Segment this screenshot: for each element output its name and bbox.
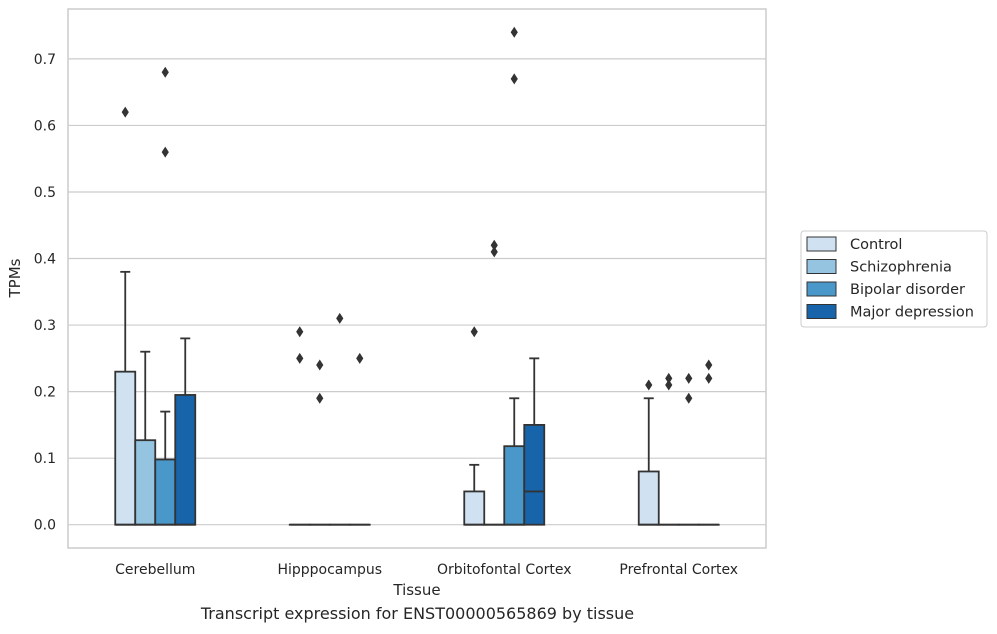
- box-body: [503, 445, 526, 526]
- grid-lines: [68, 58, 766, 526]
- figure-caption: Transcript expression for ENST0000056586…: [200, 604, 635, 623]
- legend: Control Schizophrenia Bipolar disorder Majo…: [800, 230, 988, 328]
- y-tick-label: 0.6: [34, 118, 56, 134]
- box: [697, 359, 720, 526]
- outlier-point: [296, 352, 304, 364]
- box: [328, 312, 351, 526]
- box: [308, 359, 331, 526]
- outlier-point: [645, 379, 653, 391]
- legend-swatch: [806, 304, 837, 319]
- outlier-point: [356, 352, 364, 364]
- outlier-point: [685, 392, 693, 404]
- x-tick-label: Prefrontal Cortex: [619, 562, 738, 578]
- y-tick-label: 0.4: [34, 252, 56, 268]
- outlier-point: [470, 326, 478, 338]
- box-body: [154, 458, 177, 526]
- outlier-point: [161, 146, 169, 158]
- y-tick-label: 0.5: [34, 185, 56, 201]
- x-tick-label: Orbitofontal Cortex: [437, 562, 572, 578]
- y-tick-label: 0.0: [34, 518, 56, 534]
- box-body: [134, 439, 157, 526]
- outlier-point: [510, 73, 518, 85]
- box: [134, 350, 157, 526]
- box-body: [463, 490, 486, 526]
- outlier-point: [296, 326, 304, 338]
- box-body: [174, 394, 197, 526]
- outlier-point: [665, 379, 673, 391]
- box: [637, 379, 660, 526]
- y-tick-label: 0.1: [34, 451, 56, 467]
- box: [523, 357, 546, 526]
- y-tick-label: 0.3: [34, 318, 56, 334]
- plot-frame: [67, 8, 767, 549]
- box: [114, 106, 137, 526]
- box: [503, 26, 526, 526]
- box: [288, 326, 311, 526]
- outlier-point: [121, 106, 129, 118]
- box-body: [114, 370, 137, 526]
- box: [677, 372, 700, 526]
- legend-swatch: [806, 281, 837, 297]
- x-axis-label: Tissue: [392, 581, 440, 599]
- y-axis-label: TPMs: [6, 258, 24, 298]
- x-tick-label: Cerebellum: [115, 562, 195, 578]
- box-plot-series: [114, 26, 720, 526]
- legend-label: Control: [850, 237, 902, 253]
- box: [154, 66, 177, 526]
- box-body: [637, 470, 660, 526]
- box: [657, 372, 680, 526]
- outlier-point: [490, 239, 498, 251]
- outlier-point: [490, 246, 498, 258]
- y-tick-label: 0.7: [34, 52, 56, 68]
- box-body: [523, 423, 546, 526]
- legend-frame: [800, 230, 988, 328]
- legend-label: Major depression: [850, 305, 974, 321]
- legend-label: Bipolar disorder: [850, 282, 965, 298]
- outlier-point: [685, 372, 693, 384]
- y-tick-labels: 0.0 0.1 0.2 0.3 0.4 0.5 0.6 0.7: [34, 52, 56, 534]
- box: [174, 337, 197, 526]
- box: [483, 239, 506, 526]
- legend-swatch: [806, 236, 837, 252]
- box: [463, 326, 486, 526]
- outlier-point: [705, 359, 713, 371]
- y-tick-label: 0.2: [34, 385, 56, 401]
- outlier-point: [665, 372, 673, 384]
- outlier-point: [316, 359, 324, 371]
- legend-swatch: [806, 259, 837, 274]
- x-tick-labels: Cerebellum Hipppocampus Orbitofontal Corte…: [115, 562, 738, 578]
- outlier-point: [161, 66, 169, 78]
- box: [348, 352, 371, 526]
- outlier-point: [316, 392, 324, 404]
- outlier-point: [510, 26, 518, 38]
- outlier-point: [336, 312, 344, 324]
- x-tick-label: Hipppocampus: [277, 562, 382, 578]
- legend-label: Schizophrenia: [850, 260, 952, 276]
- outlier-point: [705, 372, 713, 384]
